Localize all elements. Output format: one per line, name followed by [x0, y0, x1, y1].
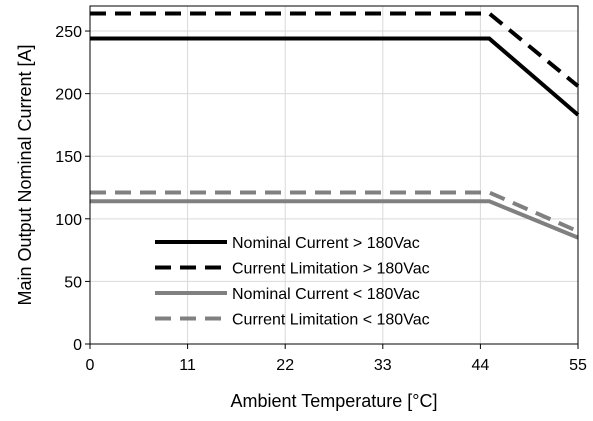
legend-label-4: Current Limitation < 180Vac: [232, 312, 430, 329]
series-line-1: [90, 36, 580, 117]
legend-label-3: Nominal Current < 180Vac: [232, 286, 420, 303]
x-tick-label: 55: [569, 357, 587, 374]
y-axis-title: Main Output Nominal Current [A]: [15, 44, 35, 305]
series-line-4: [90, 190, 579, 234]
x-axis-title: Ambient Temperature [°C]: [231, 391, 438, 411]
y-axis-ticks: 0 50 100 150 200 250: [55, 24, 90, 354]
x-axis-ticks: 0 11 22 33 44 55: [86, 344, 587, 374]
y-tick-label: 150: [55, 149, 82, 166]
x-tick-label: 22: [276, 357, 294, 374]
legend-label-1: Nominal Current > 180Vac: [232, 235, 420, 252]
y-tick-label: 200: [55, 87, 82, 104]
y-tick-label: 0: [73, 337, 82, 354]
y-tick-label: 250: [55, 24, 82, 41]
legend-label-2: Current Limitation > 180Vac: [232, 261, 430, 278]
plot-area-frame: [89, 5, 579, 345]
x-tick-label: 33: [374, 357, 392, 374]
legend: Nominal Current > 180Vac Current Limitati…: [155, 235, 430, 329]
gridlines: [90, 6, 578, 344]
series-layer: [90, 11, 580, 240]
series-line-3: [90, 199, 579, 240]
y-tick-label: 50: [64, 274, 82, 291]
x-tick-label: 11: [179, 357, 196, 374]
x-tick-label: 44: [472, 357, 490, 374]
x-tick-label: 0: [86, 357, 95, 374]
series-line-2: [90, 11, 580, 88]
y-tick-label: 100: [55, 212, 82, 229]
